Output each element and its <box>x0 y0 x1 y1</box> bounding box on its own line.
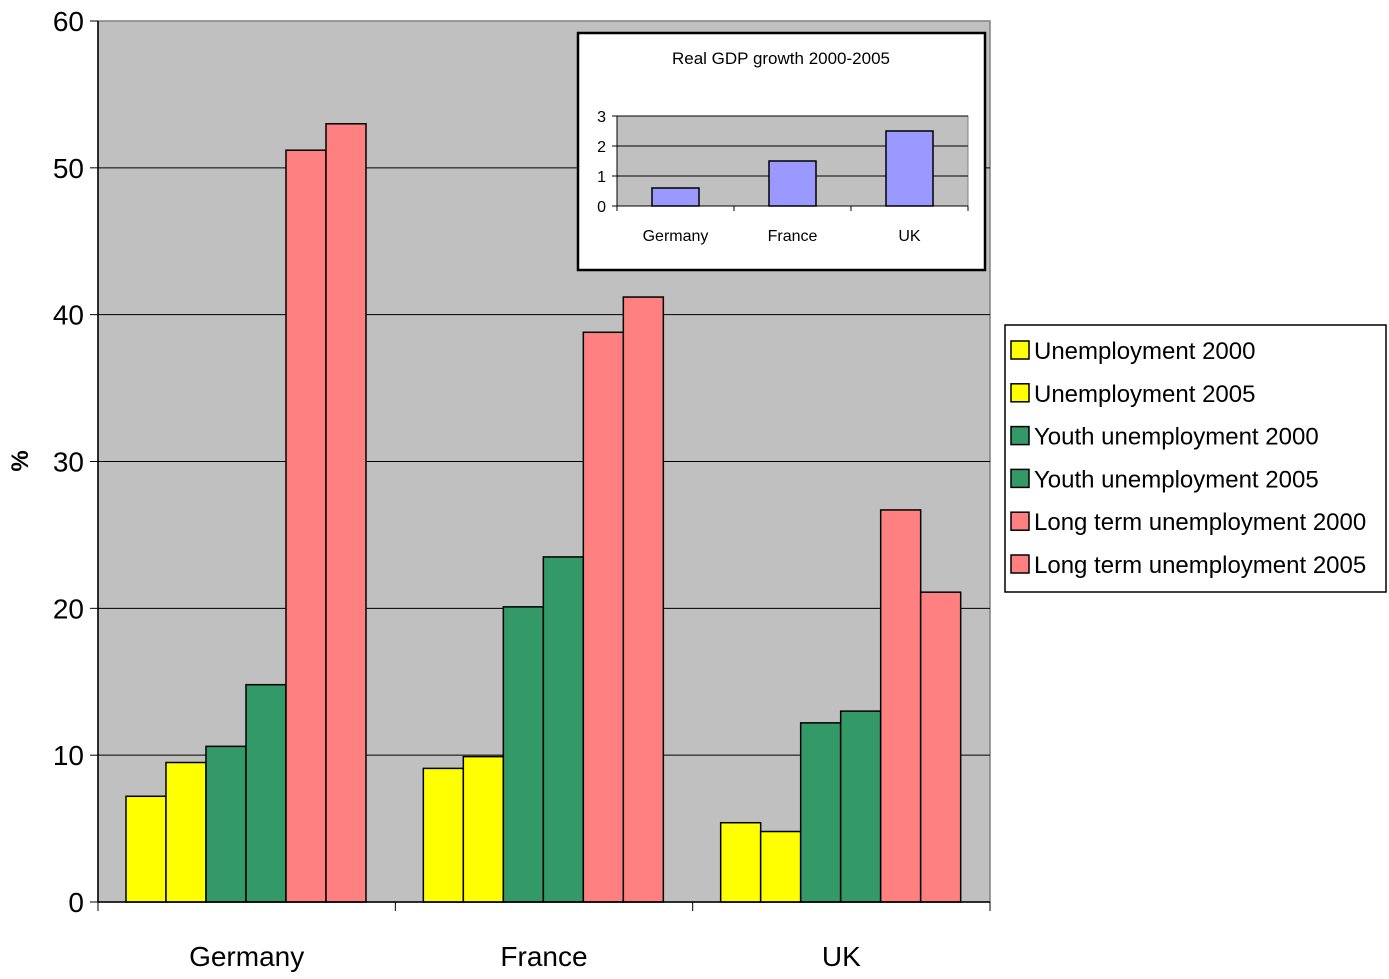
legend-swatch-long-term-unemployment-2000 <box>1010 511 1030 531</box>
inset-tick-labels: 0 1 2 3 <box>597 109 606 216</box>
legend-items: Unemployment 2000 Unemployment 2005 Youth … <box>1010 338 1366 579</box>
bar-germany-unemployment-2005 <box>165 761 207 903</box>
bar-france-youth-unemployment-2005 <box>542 556 585 903</box>
bar-france-long-term-unemployment-2005 <box>622 296 665 903</box>
bar-germany-long-term-unemployment-2000 <box>285 149 327 903</box>
legend-label-youth-unemployment-2005: Youth unemployment 2005 <box>1034 466 1319 493</box>
y-tick-label: 30 <box>53 447 84 478</box>
legend-swatch-unemployment-2005 <box>1010 383 1030 403</box>
inset-y-tick-label: 2 <box>597 139 606 156</box>
bar-uk-unemployment-2000 <box>719 821 762 903</box>
legend-label-youth-unemployment-2000: Youth unemployment 2000 <box>1034 424 1319 451</box>
legend-swatch-youth-unemployment-2005 <box>1010 468 1030 489</box>
bar-uk-youth-unemployment-2005 <box>839 710 882 903</box>
inset-chart: Real GDP growth 2000-2005 0 1 2 3 Germany Fr… <box>576 31 987 272</box>
y-tick-label: 60 <box>53 6 84 37</box>
bar-germany-youth-unemployment-2005 <box>245 683 287 903</box>
inset-y-tick-label: 3 <box>597 109 606 126</box>
inset-category-label: Germany <box>643 228 709 245</box>
inset-title: Real GDP growth 2000-2005 <box>672 49 890 68</box>
y-tick-label: 40 <box>53 300 84 331</box>
inset-bars <box>651 130 934 207</box>
bar-uk-long-term-unemployment-2000 <box>879 509 922 903</box>
y-tick-label: 0 <box>68 887 84 918</box>
tick-labels: 0 10 20 30 40 50 60 <box>53 6 84 918</box>
bar-germany-long-term-unemployment-2005 <box>325 123 367 903</box>
legend-swatch-youth-unemployment-2000 <box>1010 425 1030 446</box>
inset-category-label: UK <box>898 228 921 245</box>
inset-y-tick-label: 0 <box>597 199 606 216</box>
bar-germany-unemployment-2000 <box>125 795 167 903</box>
bar-uk-long-term-unemployment-2005 <box>919 591 962 903</box>
bar-uk-youth-unemployment-2000 <box>799 722 842 903</box>
inset-bar-uk <box>885 130 934 207</box>
legend-label-long-term-unemployment-2000: Long term unemployment 2000 <box>1034 509 1366 536</box>
legend-label-long-term-unemployment-2005: Long term unemployment 2005 <box>1034 552 1366 579</box>
bar-france-long-term-unemployment-2000 <box>582 331 625 903</box>
inset-bar-france <box>768 160 817 207</box>
bar-germany-youth-unemployment-2000 <box>205 745 247 903</box>
legend: Unemployment 2000 Unemployment 2005 Youth … <box>1004 324 1387 593</box>
x-category-label: UK <box>822 941 861 972</box>
inset-bar-germany <box>651 187 700 207</box>
bar-france-youth-unemployment-2000 <box>502 606 545 903</box>
axes <box>90 20 991 911</box>
x-category-label: Germany <box>189 941 304 972</box>
inset-category-labels: Germany France UK <box>643 228 921 245</box>
legend-label-unemployment-2000: Unemployment 2000 <box>1034 338 1255 365</box>
y-tick-label: 50 <box>53 153 84 184</box>
bars <box>125 123 962 903</box>
category-labels: Germany France UK <box>189 941 861 972</box>
bar-france-unemployment-2000 <box>422 767 465 903</box>
legend-swatch-long-term-unemployment-2005 <box>1010 554 1030 574</box>
inset-axes <box>612 115 969 211</box>
legend-label-unemployment-2005: Unemployment 2005 <box>1034 381 1255 408</box>
y-tick-label: 20 <box>53 593 84 624</box>
y-axis-title: % <box>7 450 34 471</box>
inset-y-tick-label: 1 <box>597 169 606 186</box>
inset-category-label: France <box>768 228 818 245</box>
bar-uk-unemployment-2005 <box>759 830 802 903</box>
bar-france-unemployment-2005 <box>462 755 505 903</box>
legend-swatch-unemployment-2000 <box>1010 340 1030 360</box>
legend-frame <box>1004 324 1387 593</box>
x-category-label: France <box>500 941 587 972</box>
y-tick-label: 10 <box>53 740 84 771</box>
